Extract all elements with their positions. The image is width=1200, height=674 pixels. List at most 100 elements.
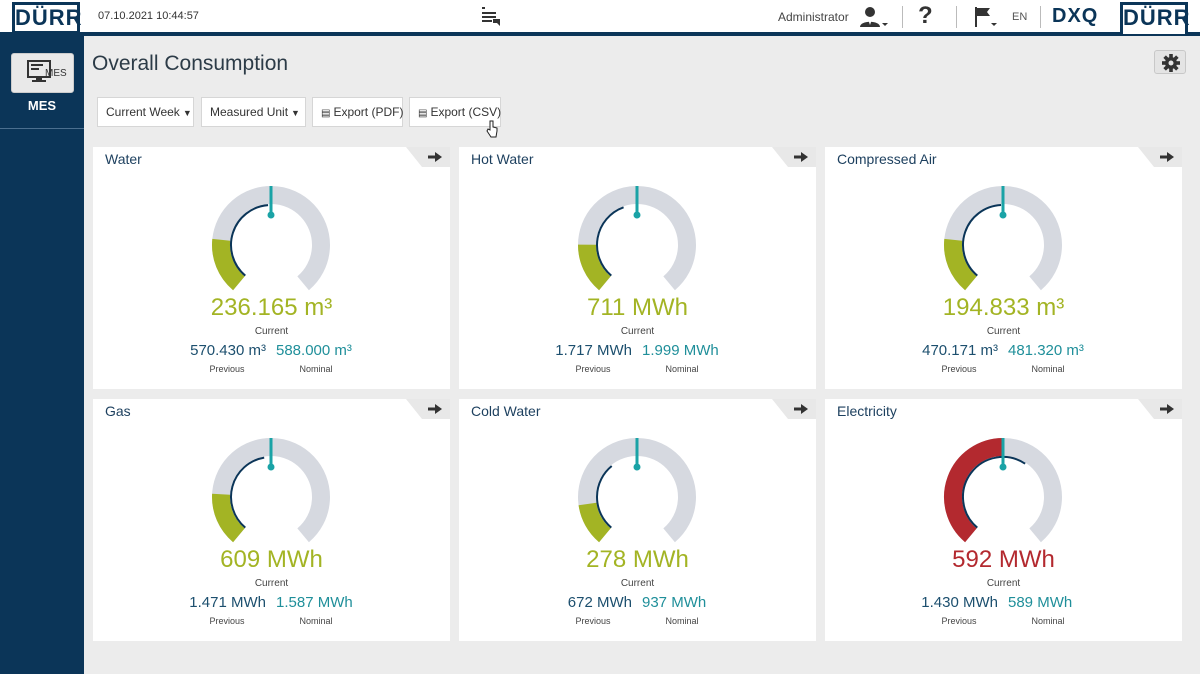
nominal-label: Nominal (1031, 364, 1065, 374)
previous-value: 672 MWh (567, 594, 632, 611)
monitor-icon: MES (27, 60, 67, 82)
nominal-label: Nominal (299, 616, 333, 626)
card-title: Gas (105, 403, 131, 419)
page-title: Overall Consumption (92, 52, 289, 75)
arrow-right-icon[interactable] (406, 147, 450, 167)
consumption-card: Electricity 592 MWh Current 1.430 MWh 58… (825, 399, 1182, 641)
export-pdf-button[interactable]: ▤ Export (PDF) (312, 97, 403, 127)
notifications-list-icon[interactable] (480, 5, 502, 27)
arrow-right-icon[interactable] (1138, 147, 1182, 167)
current-value: 278 MWh (586, 546, 689, 573)
gauge-chart (578, 438, 696, 543)
gauge-needle-dot (999, 463, 1007, 471)
current-label: Current (254, 326, 289, 337)
gear-icon (1162, 54, 1180, 72)
arrow-right-icon[interactable] (772, 147, 816, 167)
gauge-chart (577, 186, 696, 291)
gauge-current-arc (944, 438, 1004, 543)
mes-button-label: MES (45, 68, 67, 79)
gauge-current-arc (577, 244, 611, 291)
language-selector[interactable]: EN (1012, 11, 1028, 23)
current-value: 194.833 m³ (942, 294, 1065, 321)
gauge-needle-dot (267, 463, 275, 471)
flag-icon[interactable] (972, 5, 998, 29)
gauge-current-arc (944, 238, 977, 291)
gauge-previous-arc (962, 204, 1002, 277)
previous-label: Previous (209, 364, 245, 374)
nominal-label: Nominal (665, 616, 699, 626)
nominal-label: Nominal (299, 364, 333, 374)
previous-label: Previous (575, 616, 611, 626)
card-title: Cold Water (471, 403, 541, 419)
duerr-logo: DÜRR (12, 2, 82, 34)
nominal-value: 589 MWh (1008, 594, 1073, 611)
previous-value: 1.471 MWh (189, 594, 266, 611)
card-title: Electricity (837, 403, 897, 419)
consumption-card: Cold Water 278 MWh Current 672 MWh 937 M… (459, 399, 816, 641)
previous-label: Previous (941, 364, 977, 374)
gauge-current-arc (578, 502, 611, 543)
settings-button[interactable] (1154, 50, 1186, 74)
gauge-previous-arc (230, 204, 269, 277)
gauge-chart (944, 438, 1062, 543)
gauge-previous-arc (596, 465, 613, 529)
gauge-current-arc (212, 238, 245, 291)
consumption-card: Compressed Air 194.833 m³ Current 470.17… (825, 147, 1182, 389)
caret-down-icon: ▼ (182, 108, 192, 118)
current-label: Current (620, 326, 655, 337)
user-name: Administrator (778, 10, 849, 24)
arrow-right-icon[interactable] (1138, 399, 1182, 419)
nominal-value: 937 MWh (642, 594, 707, 611)
previous-value: 1.430 MWh (921, 594, 998, 611)
nominal-value: 481.320 m³ (1008, 342, 1084, 359)
separator (902, 6, 903, 28)
gauge-previous-arc (961, 456, 1026, 529)
previous-value: 570.430 m³ (190, 342, 266, 359)
period-dropdown[interactable]: Current Week ▼ (97, 97, 194, 127)
nominal-label: Nominal (1031, 616, 1065, 626)
gauge-needle-dot (267, 211, 275, 219)
card-title: Hot Water (471, 151, 534, 167)
unit-dropdown-label: Measured Unit (210, 105, 289, 119)
dxq-logo: DXQ (1052, 5, 1099, 27)
sidebar-item-mes[interactable]: MES (27, 98, 57, 113)
gauge-current-arc (212, 493, 246, 543)
current-label: Current (986, 326, 1021, 337)
arrow-right-icon[interactable] (772, 399, 816, 419)
current-value: 236.165 m³ (210, 294, 333, 321)
current-label: Current (986, 578, 1021, 589)
sidebar: MES MES (0, 36, 84, 674)
gauge-needle-dot (633, 463, 641, 471)
current-value: 609 MWh (220, 546, 323, 573)
mes-button[interactable]: MES (11, 53, 74, 93)
previous-label: Previous (209, 616, 245, 626)
arrow-right-icon[interactable] (406, 399, 450, 419)
user-menu-icon[interactable] (858, 5, 888, 29)
mouse-pointer-icon (486, 120, 498, 138)
separator (956, 6, 957, 28)
gauge-previous-arc (596, 206, 624, 277)
current-value: 711 MWh (587, 294, 688, 321)
current-label: Current (254, 578, 289, 589)
export-csv-label: Export (CSV) (430, 105, 502, 119)
card-title: Water (105, 151, 142, 167)
help-icon[interactable]: ? (918, 2, 933, 29)
period-dropdown-label: Current Week (106, 105, 180, 119)
unit-dropdown[interactable]: Measured Unit ▼ (201, 97, 306, 127)
card-title: Compressed Air (837, 151, 937, 167)
export-csv-button[interactable]: ▤ Export (CSV) (409, 97, 501, 127)
nominal-value: 1.999 MWh (642, 342, 719, 359)
top-bar-accent-line (0, 32, 1200, 36)
previous-label: Previous (575, 364, 611, 374)
datetime: 07.10.2021 10:44:57 (98, 10, 199, 22)
separator (1040, 6, 1041, 28)
export-pdf-label: Export (PDF) (333, 105, 404, 119)
gauge-needle-dot (999, 211, 1007, 219)
consumption-card: Hot Water 711 MWh Current 1.717 MWh 1.99… (459, 147, 816, 389)
consumption-card: Gas 609 MWh Current 1.471 MWh 1.587 MWh … (93, 399, 450, 641)
consumption-card: Water 236.165 m³ Current 570.430 m³ 588.… (93, 147, 450, 389)
gauge-needle-dot (633, 211, 641, 219)
current-label: Current (620, 578, 655, 589)
document-icon: ▤ (418, 108, 428, 119)
nominal-value: 1.587 MWh (276, 594, 353, 611)
